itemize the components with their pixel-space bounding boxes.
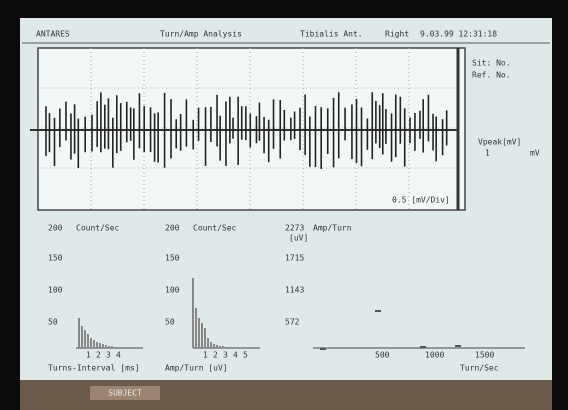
hist-bar bbox=[111, 346, 113, 348]
muscle: Tibialis Ant. bbox=[300, 30, 363, 39]
y-tick-label: 1715 bbox=[285, 254, 304, 263]
side: Right bbox=[385, 30, 409, 39]
ref-label: Ref. No. bbox=[472, 71, 511, 80]
x-tick-label: 500 bbox=[375, 351, 390, 360]
panel-top: 2273 bbox=[285, 224, 304, 233]
y-tick-label: 100 bbox=[48, 286, 63, 295]
panel-top: 200 bbox=[48, 224, 63, 233]
scatter-dot bbox=[320, 348, 326, 350]
scatter-dot bbox=[420, 346, 426, 348]
y-tick-label: 572 bbox=[285, 318, 300, 327]
y-tick-label: 150 bbox=[165, 254, 180, 263]
system-name: ANTARES bbox=[36, 30, 70, 39]
hist-bar bbox=[195, 308, 197, 348]
hist-bar bbox=[213, 344, 215, 348]
x-tick-label: 3 bbox=[106, 351, 111, 360]
hist-bar bbox=[192, 278, 194, 348]
hist-bar bbox=[90, 338, 92, 348]
hist-bar bbox=[108, 346, 110, 348]
x-axis-label: Turn/Sec bbox=[460, 364, 499, 373]
hist-bar bbox=[207, 338, 209, 348]
x-tick-label: 1000 bbox=[425, 351, 444, 360]
timestamp: 9.03.99 12:31:18 bbox=[420, 30, 497, 39]
hist-bar bbox=[78, 318, 80, 348]
hist-bar bbox=[84, 330, 86, 348]
panel-title: Count/Sec bbox=[193, 224, 237, 233]
x-axis-label: Amp/Turn [uV] bbox=[165, 364, 228, 373]
hist-bar bbox=[201, 323, 203, 348]
x-tick-label: 2 bbox=[96, 351, 101, 360]
x-tick-label: 1500 bbox=[475, 351, 494, 360]
hist-bar bbox=[219, 346, 221, 348]
hist-bar bbox=[105, 345, 107, 348]
hist-bar bbox=[96, 342, 98, 348]
hist-bar bbox=[204, 328, 206, 348]
panel-title: Amp/Turn bbox=[313, 224, 352, 233]
hist-bar bbox=[87, 334, 89, 348]
y-tick-label: 100 bbox=[165, 286, 180, 295]
x-tick-label: 5 bbox=[243, 351, 248, 360]
vpeak-value: 1 bbox=[485, 149, 490, 158]
hist-bar bbox=[222, 346, 224, 348]
scatter-dot bbox=[375, 310, 381, 312]
hist-bar bbox=[216, 345, 218, 348]
hist-bar bbox=[102, 344, 104, 348]
screen-photo: SUBJECT ANTARES Turn/Amp Analysis Tibial… bbox=[0, 0, 568, 410]
hist-bar bbox=[99, 343, 101, 348]
hist-bar bbox=[225, 347, 227, 348]
button-label[interactable]: SUBJECT bbox=[108, 389, 142, 398]
x-tick-label: 2 bbox=[213, 351, 218, 360]
x-tick-label: 1 bbox=[203, 351, 208, 360]
site-label: Sit: No. bbox=[472, 59, 511, 68]
y-tick-label: 1143 bbox=[285, 286, 304, 295]
x-tick-label: 1 bbox=[86, 351, 91, 360]
scale-label: 0.5 [mV/Div] bbox=[392, 196, 450, 205]
vpeak-label: Vpeak[mV] bbox=[478, 138, 521, 147]
y-tick-label: 150 bbox=[48, 254, 63, 263]
panel-unit: [uV] bbox=[289, 234, 308, 243]
y-tick-label: 50 bbox=[48, 318, 58, 327]
panel-title: Count/Sec bbox=[76, 224, 120, 233]
panel-top: 200 bbox=[165, 224, 180, 233]
mode: Turn/Amp Analysis bbox=[160, 30, 242, 39]
hist-bar bbox=[114, 347, 116, 348]
x-tick-label: 3 bbox=[223, 351, 228, 360]
hist-bar bbox=[210, 342, 212, 348]
x-tick-label: 4 bbox=[116, 351, 121, 360]
x-tick-label: 4 bbox=[233, 351, 238, 360]
x-axis-label: Turns-Interval [ms] bbox=[48, 364, 140, 373]
y-tick-label: 50 bbox=[165, 318, 175, 327]
vpeak-unit: mV bbox=[530, 149, 540, 158]
hist-bar bbox=[198, 318, 200, 348]
scatter-dot bbox=[455, 345, 461, 347]
hist-bar bbox=[93, 340, 95, 348]
hist-bar bbox=[81, 326, 83, 348]
